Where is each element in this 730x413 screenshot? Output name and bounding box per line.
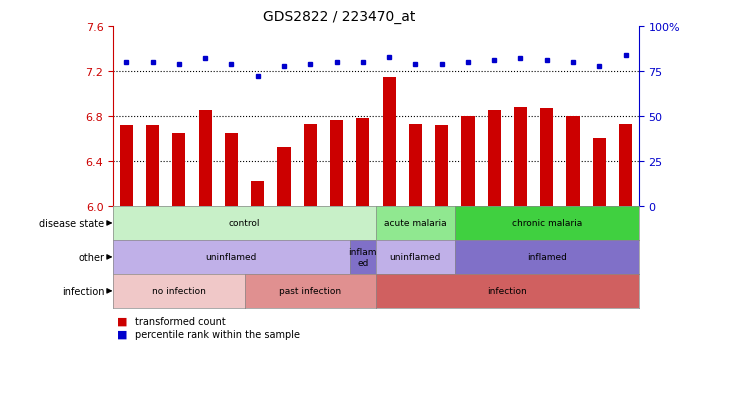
Bar xyxy=(356,119,369,206)
Bar xyxy=(383,77,396,206)
Text: ■: ■ xyxy=(117,329,127,339)
Bar xyxy=(304,125,317,206)
Bar xyxy=(146,126,159,206)
Text: ■: ■ xyxy=(117,316,127,326)
Text: infection: infection xyxy=(62,286,104,296)
Bar xyxy=(172,133,185,206)
Bar xyxy=(225,133,238,206)
Bar xyxy=(199,111,212,206)
Bar xyxy=(461,117,474,206)
Bar xyxy=(593,139,606,206)
Bar xyxy=(330,121,343,206)
Text: infection: infection xyxy=(488,287,527,296)
Text: uninflamed: uninflamed xyxy=(390,253,441,262)
Bar xyxy=(488,111,501,206)
Text: inflamed: inflamed xyxy=(527,253,566,262)
Text: uninflamed: uninflamed xyxy=(206,253,257,262)
Text: transformed count: transformed count xyxy=(135,316,226,326)
Bar xyxy=(540,109,553,206)
Bar xyxy=(409,125,422,206)
Bar xyxy=(120,126,133,206)
Bar xyxy=(514,108,527,206)
Text: disease state: disease state xyxy=(39,218,104,228)
Text: control: control xyxy=(228,219,261,228)
Text: other: other xyxy=(78,252,104,262)
Text: GDS2822 / 223470_at: GDS2822 / 223470_at xyxy=(264,10,415,24)
Bar xyxy=(277,148,291,206)
Bar xyxy=(435,126,448,206)
Text: percentile rank within the sample: percentile rank within the sample xyxy=(135,329,300,339)
Text: chronic malaria: chronic malaria xyxy=(512,219,582,228)
Text: past infection: past infection xyxy=(279,287,342,296)
Text: no infection: no infection xyxy=(152,287,206,296)
Text: acute malaria: acute malaria xyxy=(384,219,447,228)
Bar xyxy=(619,125,632,206)
Bar xyxy=(251,182,264,206)
Bar xyxy=(566,117,580,206)
Text: inflam
ed: inflam ed xyxy=(348,248,377,267)
